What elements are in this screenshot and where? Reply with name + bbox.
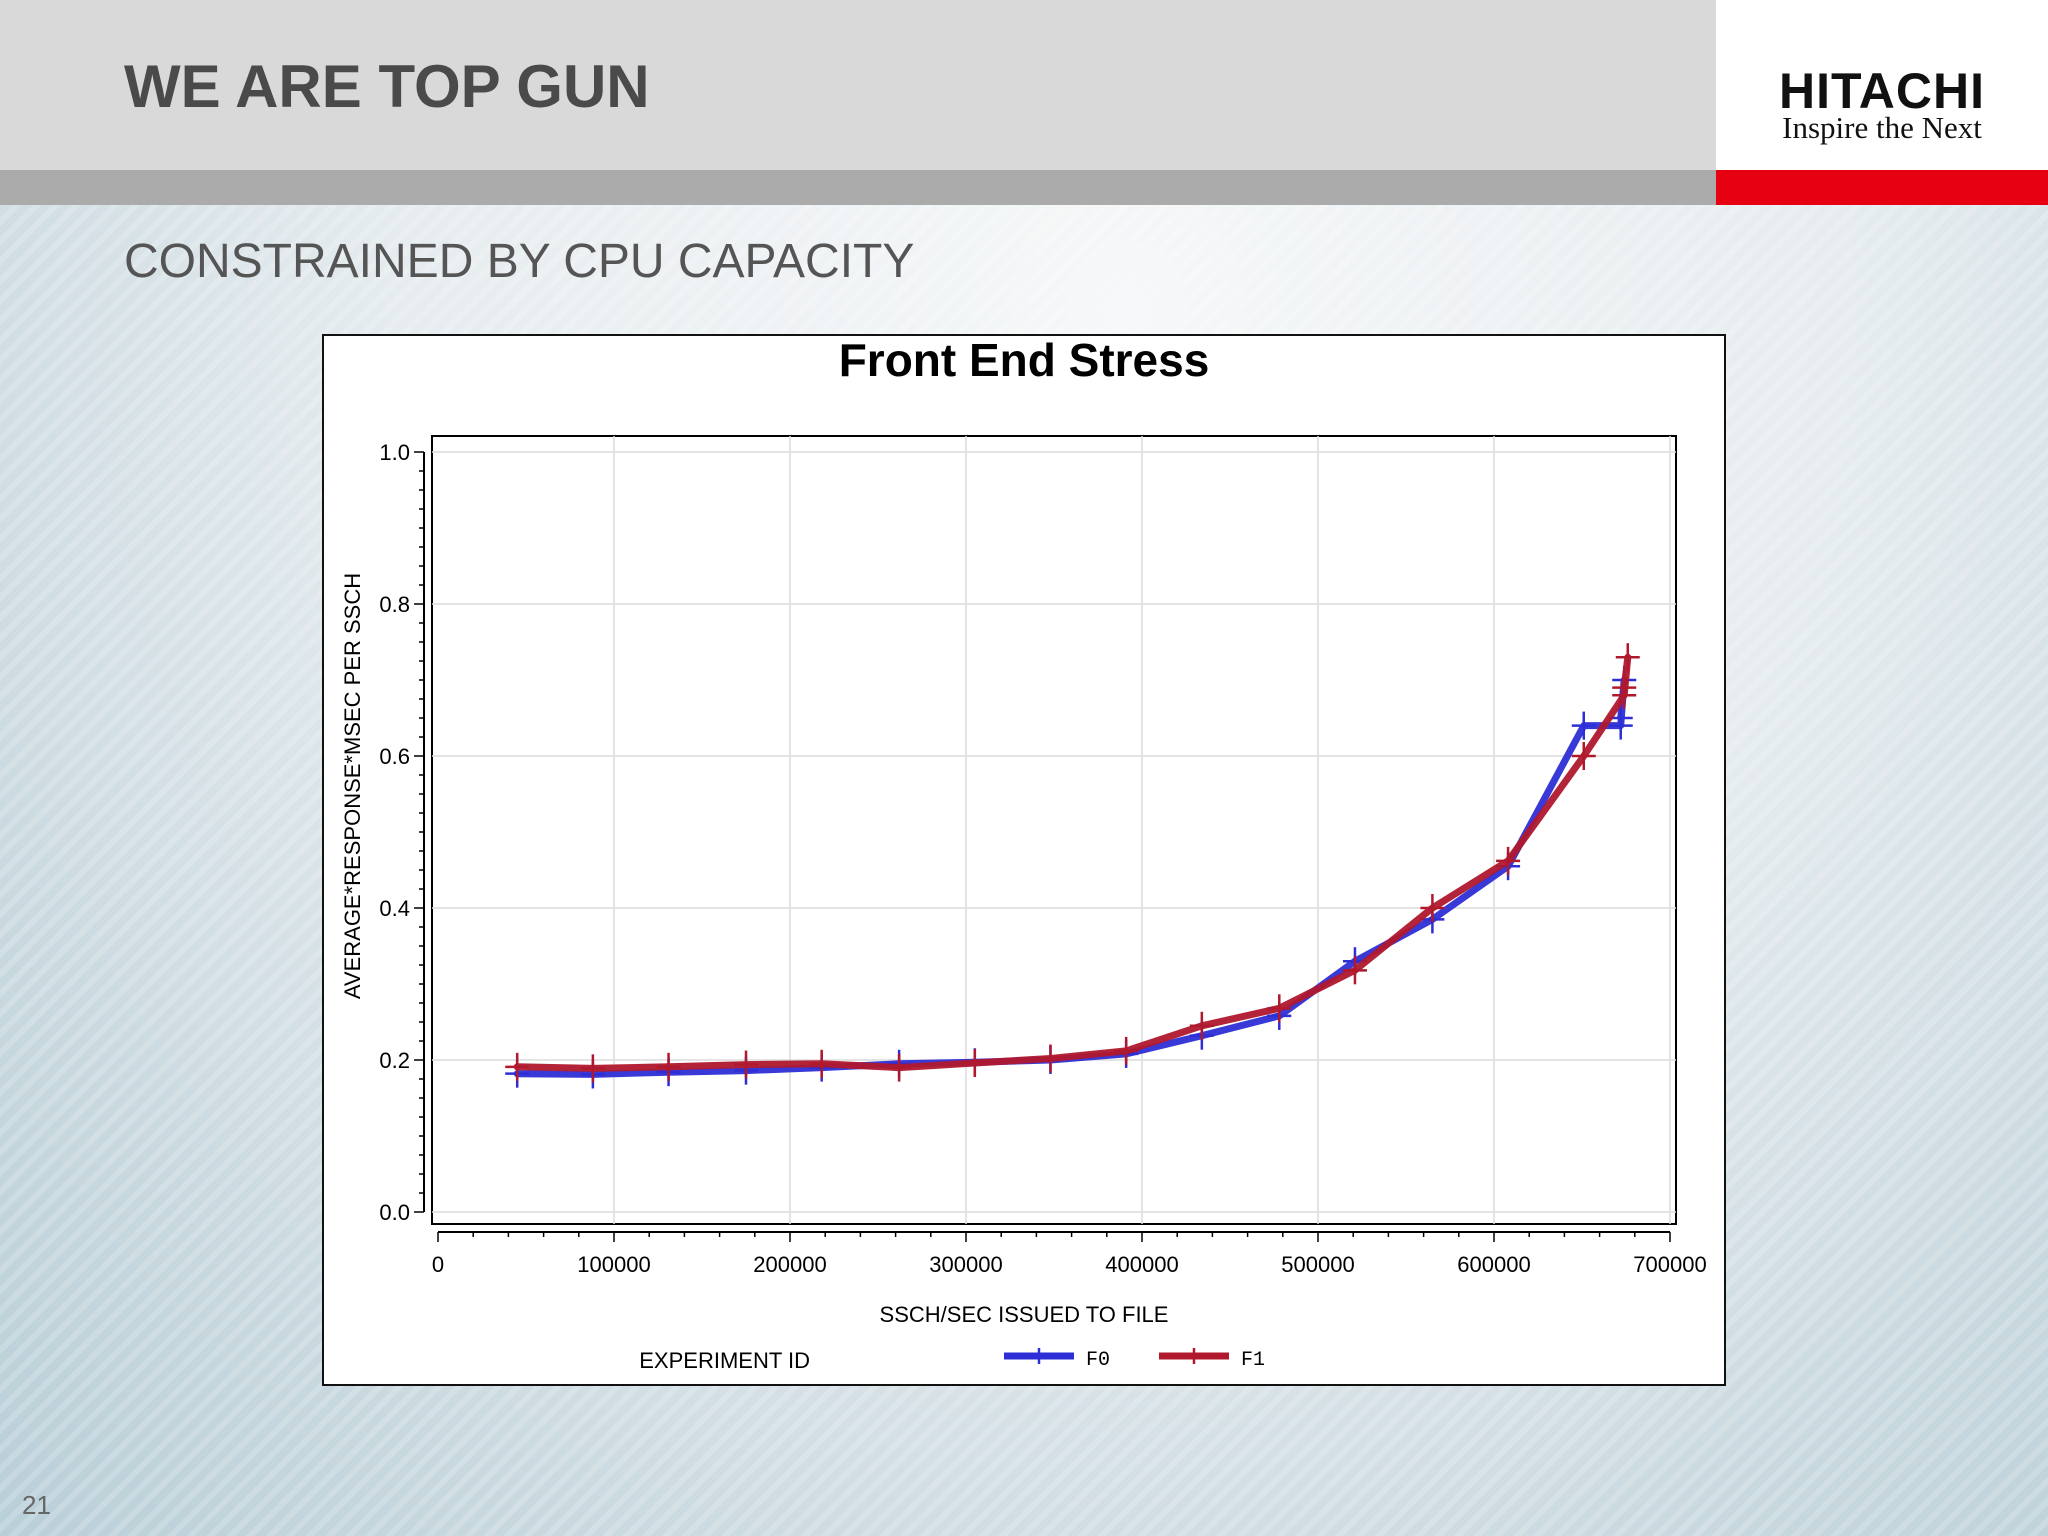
x-tick-label: 600000 xyxy=(1457,1252,1530,1277)
data-point-f1 xyxy=(1189,1011,1214,1040)
chart-frame: Front End Stress 0.0 0.2 0.4 0.6 0.8 1.0 0 1000… xyxy=(322,334,1726,1386)
x-tick-label: 0 xyxy=(432,1252,444,1277)
header-strip xyxy=(0,170,1716,205)
x-tick-label: 500000 xyxy=(1281,1252,1354,1277)
x-tick-label: 700000 xyxy=(1633,1252,1706,1277)
legend-label-f1: F1 xyxy=(1241,1349,1265,1372)
slide-title: WE ARE TOP GUN xyxy=(124,53,650,120)
logo-tagline: Inspire the Next xyxy=(1782,110,1982,145)
data-point-f1 xyxy=(1038,1044,1063,1073)
chart-title: Front End Stress xyxy=(839,336,1210,386)
data-point-f0 xyxy=(1571,711,1596,740)
data-point-f1 xyxy=(505,1052,530,1081)
y-tick-label: 0.4 xyxy=(379,896,410,921)
series-line-f1 xyxy=(513,653,1632,1072)
legend: F0 F1 xyxy=(1004,1348,1265,1372)
data-point-f1 xyxy=(1571,742,1596,770)
plot-area xyxy=(431,435,1677,1225)
legend-label-f0: F0 xyxy=(1086,1349,1110,1372)
chart-svg: Front End Stress 0.0 0.2 0.4 0.6 0.8 1.0 0 1000… xyxy=(340,336,1707,1373)
x-tick-label: 400000 xyxy=(1105,1252,1178,1277)
data-point-f1 xyxy=(656,1052,681,1081)
data-point-f1 xyxy=(809,1049,834,1078)
page-number: 21 xyxy=(22,1490,51,1520)
data-point-f1 xyxy=(1114,1036,1139,1065)
data-point-f1 xyxy=(1496,846,1521,875)
logo-red-bar xyxy=(1716,170,2048,205)
y-tick-label: 0.2 xyxy=(379,1048,410,1073)
header-band xyxy=(0,0,1716,170)
data-point-f1 xyxy=(1615,643,1640,672)
hitachi-logo: HITACHI xyxy=(1778,63,1986,119)
y-tick-label: 1.0 xyxy=(379,440,410,465)
x-tick-label: 100000 xyxy=(577,1252,650,1277)
y-tick-label: 0.6 xyxy=(379,744,410,769)
slide-subtitle: CONSTRAINED BY CPU CAPACITY xyxy=(124,235,915,288)
data-point-f1 xyxy=(734,1050,758,1079)
y-tick-label: 0.0 xyxy=(379,1200,410,1225)
y-tick-label: 0.8 xyxy=(379,592,410,617)
data-point-f1 xyxy=(580,1054,605,1083)
data-point-f1 xyxy=(1267,994,1292,1023)
data-point-f1 xyxy=(1342,956,1367,985)
legend-title: EXPERIMENT ID xyxy=(639,1348,810,1373)
x-axis-label: SSCH/SEC ISSUED TO FILE xyxy=(880,1302,1169,1327)
data-point-f1 xyxy=(887,1053,912,1082)
x-tick-label: 300000 xyxy=(929,1252,1002,1277)
y-axis-label: AVERAGE*RESPONSE*MSEC PER SSCH xyxy=(340,573,365,999)
data-point-f1 xyxy=(962,1049,987,1078)
x-tick-label: 200000 xyxy=(753,1252,826,1277)
data-point-f1 xyxy=(1420,894,1445,922)
data-point-f1 xyxy=(1612,673,1637,702)
logo-box xyxy=(1716,0,2048,170)
